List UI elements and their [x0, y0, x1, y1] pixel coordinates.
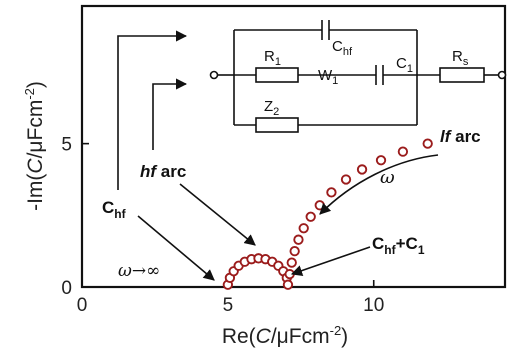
x-axis-title: Re(C/μFcm-2) [222, 323, 348, 348]
data-point [375, 155, 387, 166]
circuit-label-z2: Z2 [264, 98, 279, 118]
label-hf-arc: hf arc [140, 162, 186, 181]
label-omega: ω [380, 167, 395, 188]
resistor-rs [439, 67, 485, 83]
impedance-z2 [255, 117, 299, 133]
arrow-hf-to-circuit [152, 78, 188, 150]
data-point [286, 257, 297, 268]
label-chf-c1: Chf+C1 [372, 234, 425, 257]
annotation-arrows [117, 30, 439, 281]
data-point [356, 164, 368, 175]
arrow-omega [319, 154, 439, 215]
x-tick-label: 5 [223, 295, 234, 316]
data-point [282, 279, 294, 290]
arrow-chf [137, 215, 215, 281]
y-axis-ticks: 05 [61, 135, 89, 299]
resistor-r1 [255, 67, 299, 83]
data-point [422, 138, 433, 149]
equivalent-circuit [209, 20, 507, 133]
arrow-chf-c1 [290, 246, 371, 276]
circuit-label-c1: C1 [396, 55, 413, 75]
data-point [340, 174, 352, 185]
data-series [222, 138, 433, 290]
data-point [298, 223, 309, 234]
y-tick-label: 0 [61, 278, 72, 299]
data-point [326, 187, 337, 198]
y-tick-label: 5 [61, 135, 72, 156]
plot-frame [80, 4, 507, 289]
arrow-chf-to-circuit [117, 30, 188, 190]
data-point [397, 146, 409, 157]
x-tick-label: 0 [77, 295, 88, 316]
circuit-label-chf: Chf [332, 38, 353, 58]
arrow-hf-arc [179, 183, 256, 246]
label-chf: Chf [102, 198, 127, 221]
circuit-label-w1: W1 [318, 67, 338, 87]
label-omega-infinity: ω→∞ [118, 261, 160, 281]
circuit-terminal-right [497, 70, 507, 80]
circuit-label-r1: R1 [264, 48, 281, 68]
circuit-label-rs: Rs [452, 48, 469, 68]
circuit-terminal-left [209, 70, 219, 80]
data-point [289, 246, 300, 257]
y-axis-title: -Im(C/μFcm-2) [22, 81, 47, 211]
label-lf-arc: lf arc [440, 127, 481, 146]
data-point [293, 234, 304, 245]
data-point [314, 200, 325, 211]
x-tick-label: 10 [363, 295, 384, 316]
data-point [305, 211, 316, 222]
